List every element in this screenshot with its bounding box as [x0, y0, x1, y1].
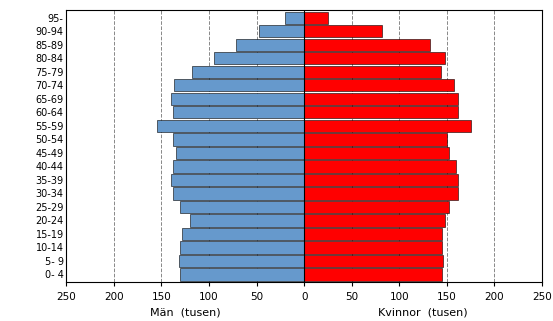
Bar: [173, 160, 304, 172]
Bar: [259, 25, 304, 38]
Bar: [179, 255, 304, 267]
Bar: [173, 133, 304, 145]
Bar: [304, 52, 445, 65]
Bar: [182, 228, 304, 240]
Bar: [180, 268, 304, 281]
Bar: [190, 214, 304, 227]
Bar: [304, 79, 455, 91]
Bar: [304, 120, 471, 132]
Bar: [304, 133, 447, 145]
Bar: [180, 241, 304, 254]
Bar: [304, 201, 448, 213]
Bar: [156, 120, 304, 132]
Bar: [173, 187, 304, 200]
Bar: [174, 79, 304, 91]
Text: Kvinnor  (tusen): Kvinnor (tusen): [378, 308, 468, 318]
Bar: [173, 106, 304, 118]
Bar: [304, 228, 442, 240]
Text: Män  (tusen): Män (tusen): [150, 308, 221, 318]
Bar: [304, 92, 458, 105]
Bar: [304, 268, 442, 281]
Bar: [304, 65, 441, 78]
Bar: [304, 12, 328, 24]
Bar: [285, 12, 304, 24]
Bar: [171, 92, 304, 105]
Bar: [304, 25, 382, 38]
Bar: [304, 39, 430, 51]
Bar: [304, 214, 445, 227]
Bar: [236, 39, 304, 51]
Bar: [180, 201, 304, 213]
Bar: [304, 147, 448, 159]
Bar: [304, 106, 458, 118]
Bar: [214, 52, 304, 65]
Bar: [192, 65, 304, 78]
Bar: [304, 241, 442, 254]
Bar: [304, 174, 458, 186]
Bar: [304, 160, 456, 172]
Bar: [304, 255, 443, 267]
Bar: [171, 174, 304, 186]
Bar: [176, 147, 304, 159]
Bar: [304, 187, 458, 200]
